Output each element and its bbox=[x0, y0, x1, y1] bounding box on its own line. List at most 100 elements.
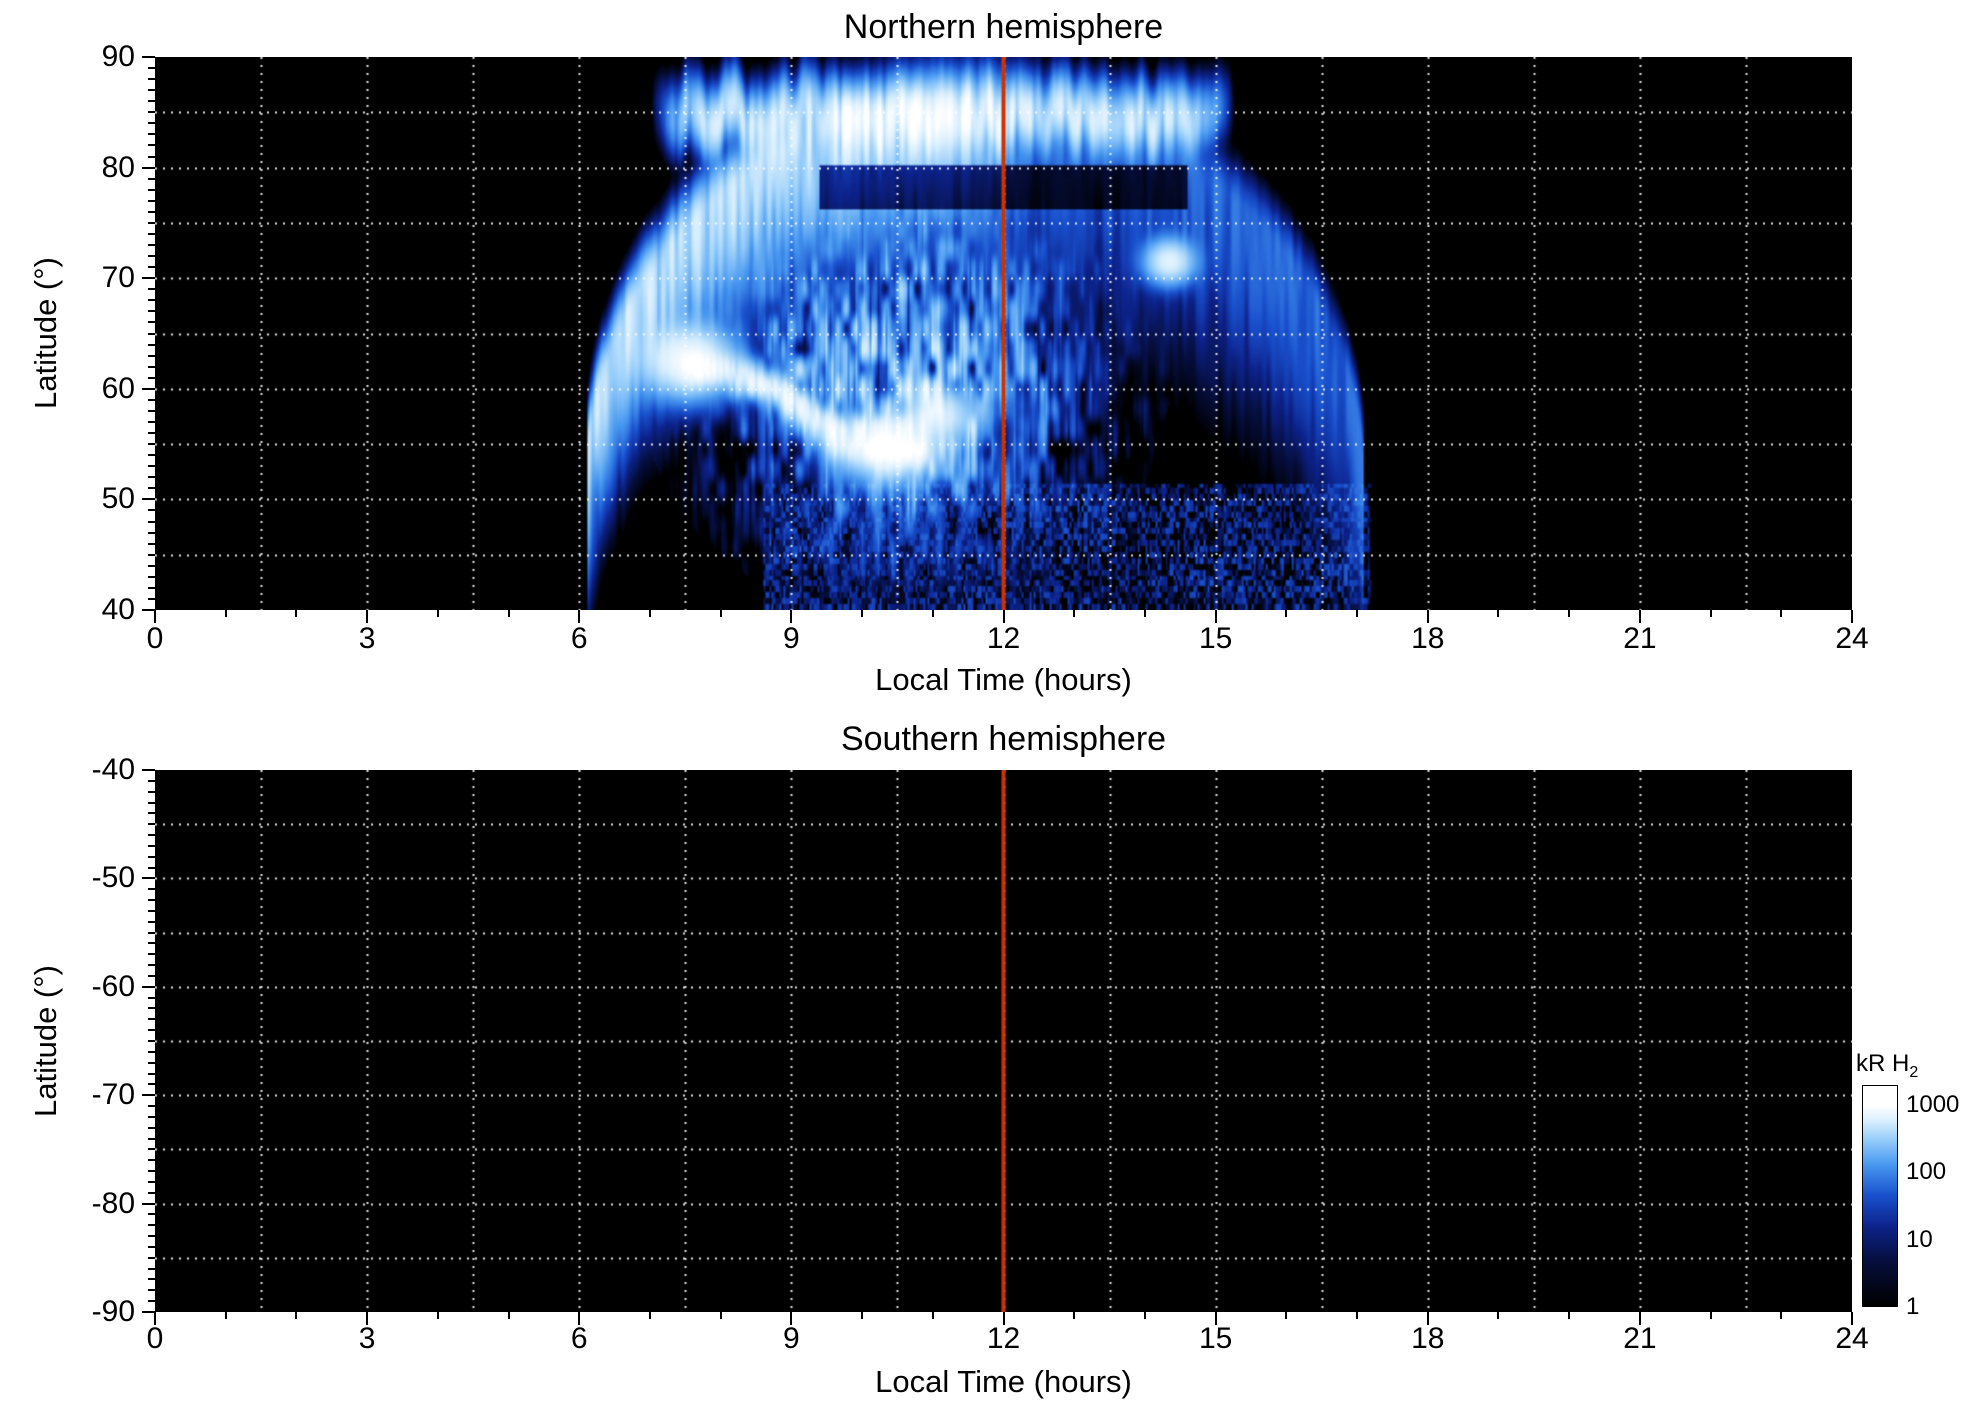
x-minor-tick bbox=[295, 1312, 298, 1319]
colorbar-tick-label: 100 bbox=[1906, 1158, 1947, 1186]
x-major-tick bbox=[366, 1312, 369, 1325]
y-major-tick bbox=[142, 387, 155, 390]
y-minor-tick bbox=[148, 232, 155, 235]
y-major-tick bbox=[142, 166, 155, 169]
y-minor-tick bbox=[148, 299, 155, 302]
y-tick-label: 70 bbox=[101, 261, 135, 295]
y-minor-tick bbox=[148, 1224, 155, 1227]
y-minor-tick bbox=[148, 1029, 155, 1032]
y-minor-tick bbox=[148, 177, 155, 180]
y-minor-tick bbox=[148, 931, 155, 934]
x-minor-tick bbox=[931, 610, 934, 617]
x-minor-tick bbox=[1497, 1312, 1500, 1319]
y-minor-tick bbox=[148, 1278, 155, 1281]
y-tick-label: -60 bbox=[91, 969, 135, 1003]
heatmap-canvas-south bbox=[155, 770, 1852, 1312]
colorbar-label-main: kR H bbox=[1856, 1050, 1910, 1077]
y-minor-tick bbox=[148, 1007, 155, 1010]
y-minor-tick bbox=[148, 1300, 155, 1303]
y-minor-tick bbox=[148, 144, 155, 147]
y-minor-tick bbox=[148, 899, 155, 902]
x-minor-tick bbox=[1568, 610, 1571, 617]
y-tick-label: 50 bbox=[101, 482, 135, 516]
y-minor-tick bbox=[148, 321, 155, 324]
x-major-tick bbox=[790, 610, 793, 623]
y-minor-tick bbox=[148, 866, 155, 869]
x-major-tick bbox=[1002, 610, 1005, 623]
y-minor-tick bbox=[148, 1289, 155, 1292]
x-tick-label: 21 bbox=[1623, 622, 1657, 655]
y-minor-tick bbox=[148, 1213, 155, 1216]
x-tick-label: 3 bbox=[358, 1322, 376, 1355]
y-minor-tick bbox=[148, 779, 155, 782]
y-minor-tick bbox=[148, 823, 155, 826]
colorbar-tick-label: 1000 bbox=[1906, 1091, 1960, 1119]
x-tick-label: 9 bbox=[783, 622, 800, 655]
y-major-tick bbox=[142, 56, 155, 58]
y-major-tick bbox=[142, 769, 155, 771]
y-minor-tick bbox=[148, 1072, 155, 1075]
y-minor-tick bbox=[148, 974, 155, 977]
y-minor-tick bbox=[148, 67, 155, 70]
x-tick-label: 21 bbox=[1623, 1322, 1657, 1355]
y-minor-tick bbox=[148, 1159, 155, 1162]
y-major-tick bbox=[142, 1311, 155, 1313]
x-tick-label: 0 bbox=[146, 622, 164, 655]
y-minor-tick bbox=[148, 111, 155, 114]
y-minor-tick bbox=[148, 812, 155, 815]
x-minor-tick bbox=[1285, 610, 1288, 617]
y-minor-tick bbox=[148, 1148, 155, 1151]
y-minor-tick bbox=[148, 89, 155, 92]
y-minor-tick bbox=[148, 597, 155, 600]
x-major-tick bbox=[154, 1312, 156, 1325]
y-minor-tick bbox=[148, 801, 155, 804]
y-minor-tick bbox=[148, 1126, 155, 1129]
y-minor-tick bbox=[148, 365, 155, 368]
y-minor-tick bbox=[148, 343, 155, 346]
y-minor-tick bbox=[148, 376, 155, 379]
y-axis-label-south: Latitude (°) bbox=[28, 965, 63, 1117]
x-minor-tick bbox=[648, 1312, 651, 1319]
x-minor-tick bbox=[1497, 610, 1500, 617]
x-major-tick bbox=[1638, 610, 1641, 623]
y-tick-label: -50 bbox=[91, 861, 135, 895]
x-axis-label-north: Local Time (hours) bbox=[875, 662, 1132, 697]
x-axis-label-south: Local Time (hours) bbox=[875, 1364, 1132, 1399]
x-tick-label: 6 bbox=[570, 622, 588, 655]
y-minor-tick bbox=[148, 909, 155, 912]
y-minor-tick bbox=[148, 996, 155, 999]
panel-title-north: Northern hemisphere bbox=[843, 8, 1164, 46]
x-tick-label: 0 bbox=[146, 1322, 164, 1355]
x-tick-label: 12 bbox=[986, 1322, 1021, 1355]
y-minor-tick bbox=[148, 155, 155, 158]
y-minor-tick bbox=[148, 188, 155, 191]
y-minor-tick bbox=[148, 575, 155, 578]
x-minor-tick bbox=[931, 1312, 934, 1319]
y-major-tick bbox=[142, 1202, 155, 1205]
y-minor-tick bbox=[148, 1040, 155, 1042]
x-minor-tick bbox=[224, 1312, 227, 1319]
x-minor-tick bbox=[719, 610, 722, 617]
y-minor-tick bbox=[148, 531, 155, 534]
y-tick-label: 90 bbox=[101, 40, 135, 73]
x-tick-label: 24 bbox=[1835, 622, 1869, 655]
x-tick-label: 6 bbox=[570, 1322, 588, 1355]
y-axis-label-north: Latitude (°) bbox=[28, 257, 63, 409]
x-minor-tick bbox=[1356, 1312, 1359, 1319]
y-major-tick bbox=[142, 609, 155, 611]
x-minor-tick bbox=[1143, 1312, 1146, 1319]
y-minor-tick bbox=[148, 255, 155, 258]
x-tick-label: 9 bbox=[783, 1322, 800, 1355]
y-minor-tick bbox=[148, 920, 155, 923]
x-minor-tick bbox=[861, 610, 864, 617]
y-minor-tick bbox=[148, 942, 155, 945]
colorbar-label-sub: 2 bbox=[1909, 1063, 1919, 1081]
x-minor-tick bbox=[507, 610, 510, 617]
x-tick-label: 24 bbox=[1835, 1322, 1869, 1355]
x-major-tick bbox=[154, 610, 156, 623]
y-minor-tick bbox=[148, 790, 155, 793]
y-minor-tick bbox=[148, 354, 155, 357]
colorbar-gradient bbox=[1862, 1085, 1898, 1307]
y-minor-tick bbox=[148, 953, 155, 956]
y-minor-tick bbox=[148, 443, 155, 446]
